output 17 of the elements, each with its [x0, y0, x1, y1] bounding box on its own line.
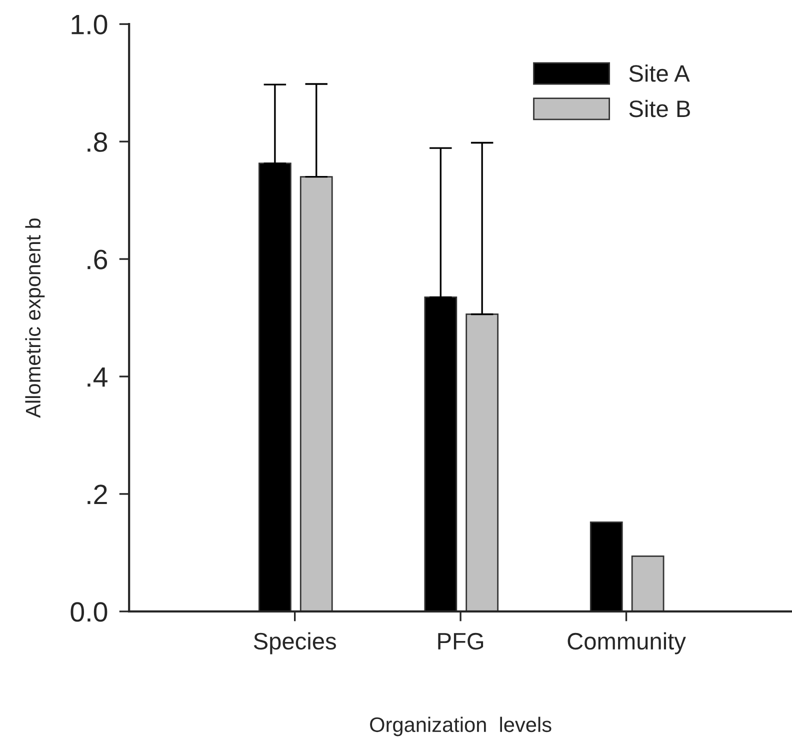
legend-label: Site B [629, 100, 690, 118]
bar [631, 556, 664, 612]
legend-label: Site A [629, 64, 690, 82]
x-axis-title: Organization levels [370, 716, 552, 736]
y-tick-label: .4 [88, 367, 108, 387]
x-tick-label: PFG [438, 632, 484, 650]
y-tick-label: .6 [88, 250, 108, 270]
x-tick-label: Species [254, 632, 336, 654]
bar [466, 314, 499, 612]
x-tick-label: Community [568, 632, 686, 654]
y-tick-label: .8 [88, 132, 108, 152]
bar [300, 176, 333, 612]
y-tick-label: .2 [88, 484, 107, 504]
y-tick-label: 0.0 [70, 602, 108, 622]
y-axis-title: Allometric exponent b [25, 218, 45, 418]
y-tick-label: 1.0 [72, 14, 108, 34]
bar [590, 521, 623, 612]
